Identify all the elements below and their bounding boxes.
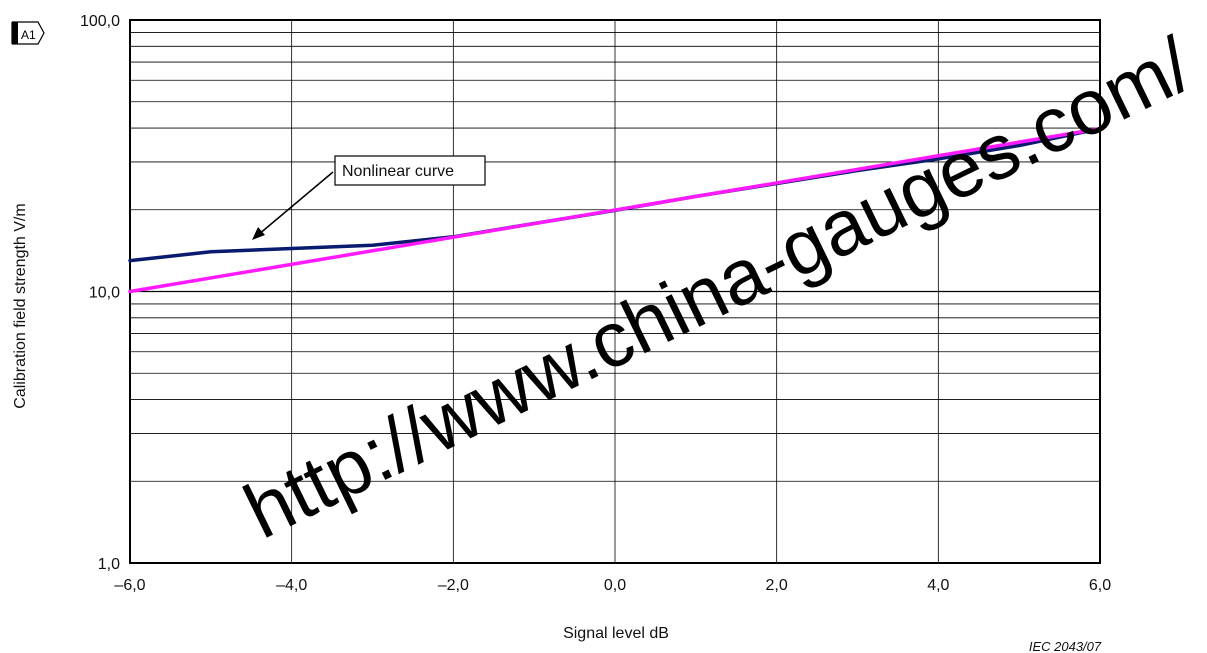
watermark: http://www.china-gauges.com/ <box>231 20 1205 555</box>
y-tick-label: 100,0 <box>80 13 120 30</box>
corner-mark-text: A1 <box>21 28 36 42</box>
corner-mark: A1 <box>11 21 45 45</box>
series-layer <box>128 126 1102 294</box>
y-tick-label: 1,0 <box>98 556 120 573</box>
x-tick-label: –6,0 <box>114 577 145 594</box>
x-tick-label: –2,0 <box>438 577 469 594</box>
x-tick-label: 2,0 <box>766 577 788 594</box>
annotation-arrowhead <box>252 227 265 240</box>
annotation-arrow-line <box>257 171 334 236</box>
x-tick-label: 4,0 <box>927 577 949 594</box>
annotation: Nonlinear curve <box>252 155 486 240</box>
source-label: IEC 2043/07 <box>1029 639 1102 653</box>
x-tick-label: –4,0 <box>276 577 307 594</box>
x-axis-label: Signal level dB <box>563 625 669 642</box>
y-tick-label: 10,0 <box>89 285 120 302</box>
corner-mark-fill <box>12 22 18 44</box>
x-tick-label: 6,0 <box>1089 577 1111 594</box>
annotation-text: Nonlinear curve <box>342 163 454 180</box>
series-line-linear <box>128 126 1102 294</box>
annotation-box <box>334 155 486 186</box>
y-tick-labels: 1,0 10,0 100,0 <box>80 13 120 573</box>
y-axis-label: Calibration field strength V/m <box>12 203 29 408</box>
x-tick-label: 0,0 <box>604 577 626 594</box>
x-tick-labels: –6,0 –4,0 –2,0 0,0 2,0 4,0 6,0 <box>114 577 1111 594</box>
